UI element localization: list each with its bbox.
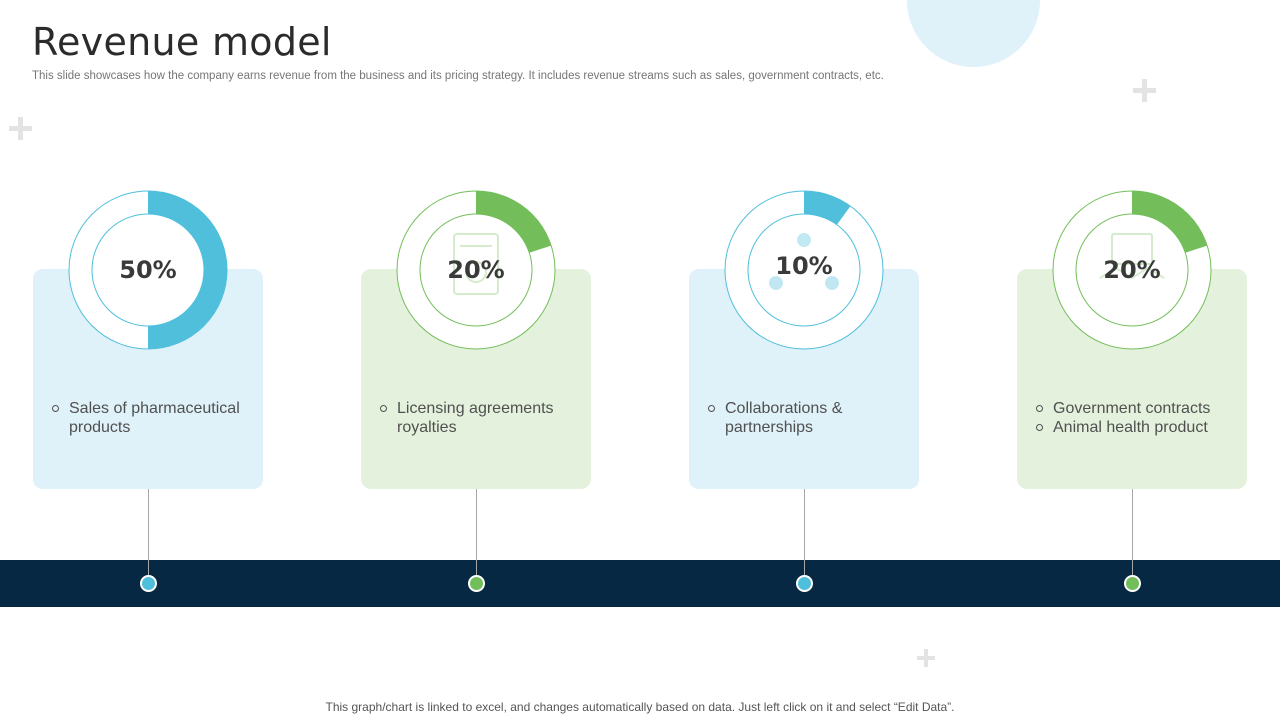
bullet-item: Sales of pharmaceutical products bbox=[52, 399, 249, 437]
timeline-band bbox=[0, 560, 1280, 607]
donut-arc bbox=[1132, 191, 1208, 253]
license-document-icon bbox=[453, 233, 499, 295]
bullet-list: Government contracts Animal health produ… bbox=[1036, 399, 1233, 437]
bullet-item: Collaborations & partnerships bbox=[708, 399, 865, 437]
percentage-label: 20% bbox=[1103, 256, 1161, 284]
donut-svg bbox=[396, 190, 556, 350]
donut-inner-ring bbox=[419, 213, 533, 327]
percentage-label: 10% bbox=[775, 252, 833, 280]
donut-arc bbox=[804, 191, 851, 225]
donut-svg bbox=[1052, 190, 1212, 350]
plus-icon bbox=[1133, 79, 1156, 102]
bullet-item: Licensing agreements royalties bbox=[380, 399, 567, 437]
donut-chart-government: 20% bbox=[1052, 190, 1212, 350]
bullet-item: Government contracts bbox=[1036, 399, 1233, 418]
handshake-contract-icon bbox=[1099, 233, 1165, 280]
plus-icon bbox=[9, 117, 32, 140]
connector-line bbox=[476, 489, 477, 583]
bullet-list: Collaborations & partnerships bbox=[708, 399, 865, 437]
decorative-circle bbox=[907, 0, 1040, 67]
revenue-card-collaborations: Collaborations & partnerships bbox=[689, 269, 919, 489]
connector-line bbox=[1132, 489, 1133, 583]
donut-svg bbox=[724, 190, 884, 350]
revenue-card-licensing: Licensing agreements royalties bbox=[361, 269, 591, 489]
donut-inner-ring bbox=[1075, 213, 1189, 327]
timeline-dot bbox=[140, 575, 157, 592]
timeline-dot bbox=[796, 575, 813, 592]
page-subtitle: This slide showcases how the company ear… bbox=[32, 70, 884, 82]
plus-icon bbox=[917, 649, 935, 667]
donut-inner-ring bbox=[91, 213, 205, 327]
team-network-icon bbox=[769, 233, 839, 290]
percentage-label: 20% bbox=[447, 256, 505, 284]
donut-chart-licensing: 20% bbox=[396, 190, 556, 350]
donut-inner-ring bbox=[747, 213, 861, 327]
timeline-dot bbox=[1124, 575, 1141, 592]
donut-svg bbox=[68, 190, 228, 350]
certificate-icon bbox=[124, 235, 166, 296]
bullet-item: Animal health product bbox=[1036, 418, 1233, 437]
bullet-list: Licensing agreements royalties bbox=[380, 399, 567, 437]
footer-note: This graph/chart is linked to excel, and… bbox=[325, 700, 955, 714]
donut-chart-sales: 50% bbox=[68, 190, 228, 350]
connector-line bbox=[804, 489, 805, 583]
timeline-dot bbox=[468, 575, 485, 592]
donut-arc bbox=[148, 191, 227, 349]
percentage-label: 50% bbox=[119, 256, 177, 284]
connector-line bbox=[148, 489, 149, 583]
page-title: Revenue model bbox=[32, 20, 332, 64]
bullet-list: Sales of pharmaceutical products bbox=[52, 399, 249, 437]
donut-arc bbox=[476, 191, 552, 253]
donut-chart-collaborations: 10% bbox=[724, 190, 884, 350]
